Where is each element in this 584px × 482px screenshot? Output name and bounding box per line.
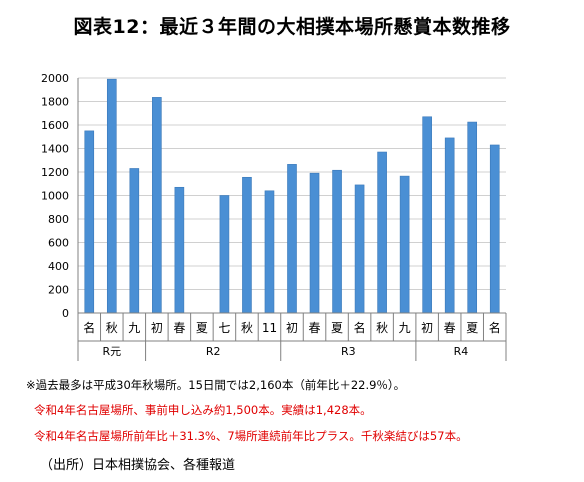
x-tick-label: 九	[128, 321, 140, 335]
x-tick-label: 名	[83, 320, 95, 335]
bars	[84, 78, 500, 314]
x-tick-label: 春	[173, 321, 185, 335]
x-tick-label: 春	[309, 321, 321, 335]
y-tick-label: 1800	[41, 96, 69, 109]
bar	[309, 172, 320, 314]
bar	[467, 121, 478, 314]
y-tick-label: 400	[48, 260, 69, 273]
group-label: R2	[206, 345, 221, 358]
y-axis-ticks: 0 200 400 600 800 1000 1200 1400 1600 1800 2000	[41, 72, 79, 320]
x-tick-label: 秋	[241, 321, 253, 335]
bar	[174, 186, 185, 314]
y-tick-label: 1200	[41, 166, 69, 179]
bar	[444, 137, 455, 314]
x-tick-label: 夏	[466, 321, 478, 335]
x-tick-label: 七	[218, 321, 230, 335]
bar	[129, 168, 140, 314]
x-tick-label: 秋	[376, 321, 388, 335]
bar	[264, 190, 275, 314]
x-axis-table: 名秋九初春夏七秋 11 初春夏名秋九初春夏名R元 R2 R3 R4	[77, 312, 507, 361]
note-nagoya-applications: 令和4年名古屋場所、事前申し込み約1,500本。実績は1,428本。	[34, 403, 372, 417]
bar	[354, 184, 365, 314]
bar	[377, 151, 387, 314]
source-note: （出所）日本相撲協会、各種報道	[40, 458, 236, 473]
y-tick-label: 0	[62, 307, 69, 320]
x-tick-label: 春	[444, 321, 456, 335]
x-tick-label: 夏	[331, 321, 343, 335]
y-tick-label: 600	[48, 237, 69, 250]
bar	[152, 97, 162, 314]
bar-chart: 0200400600800100012001400160018002000 名秋…	[41, 72, 507, 361]
note-nagoya-growth: 令和4年名古屋場所前年比＋31.3%、7場所連続前年比プラス。千秋楽結びは57本…	[34, 429, 468, 443]
note-record: ※過去最多は平成30年秋場所。15日間では2,160本（前年比＋22.9％）。	[26, 378, 406, 392]
bar	[332, 169, 342, 314]
chart-title: 図表12：最近３年間の大相撲本場所懸賞本数推移	[73, 16, 511, 38]
bar	[287, 164, 297, 314]
x-tick-label: 初	[151, 321, 163, 335]
bar	[219, 195, 230, 314]
x-tick-label: 初	[286, 321, 298, 335]
y-tick-label: 200	[48, 284, 69, 297]
bar	[399, 175, 410, 314]
group-label: R3	[341, 345, 356, 358]
bar	[489, 144, 500, 314]
y-tick-label: 1600	[41, 119, 69, 132]
group-label: R元	[102, 345, 121, 358]
group-label: R4	[454, 345, 469, 358]
x-tick-label: 名	[354, 320, 366, 335]
x-tick-label: 11	[262, 321, 277, 335]
x-tick-label: 初	[421, 321, 433, 335]
x-tick-label: 九	[399, 321, 411, 335]
x-tick-label: 秋	[106, 321, 118, 335]
y-tick-label: 1000	[41, 190, 69, 203]
y-tick-label: 2000	[41, 72, 69, 85]
bar	[422, 116, 432, 314]
y-tick-label: 800	[48, 213, 69, 226]
x-tick-label: 夏	[196, 321, 208, 335]
bar	[84, 130, 95, 314]
bar	[242, 176, 252, 314]
y-tick-label: 1400	[41, 143, 69, 156]
bar	[106, 78, 117, 314]
x-tick-label: 名	[489, 320, 501, 335]
